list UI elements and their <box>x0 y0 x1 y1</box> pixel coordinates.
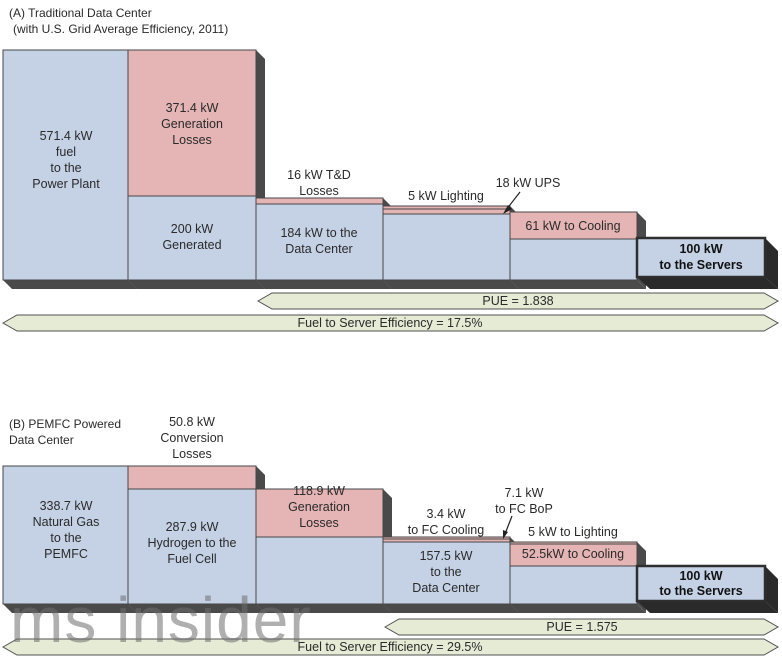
svg-text:to the Servers: to the Servers <box>659 258 742 272</box>
svg-text:to the Servers: to the Servers <box>659 584 742 598</box>
panel-b: (B) PEMFC Powered Data Center <box>1 415 780 656</box>
panel-b-pue-arrow: PUE = 1.575 <box>383 618 780 636</box>
svg-text:to FC Cooling: to FC Cooling <box>408 523 484 537</box>
panel-a-td-block <box>255 197 392 289</box>
svg-text:PUE = 1.575: PUE = 1.575 <box>546 620 617 634</box>
svg-text:338.7 kW: 338.7 kW <box>40 499 93 513</box>
panel-a-ups-label: 18 kW UPS <box>496 176 561 190</box>
svg-text:to the: to the <box>50 161 81 175</box>
svg-text:Generated: Generated <box>162 238 221 252</box>
panel-a-pue-arrow: PUE = 1.838 <box>256 292 780 310</box>
svg-text:100 kW: 100 kW <box>679 242 722 256</box>
svg-text:Data Center: Data Center <box>412 581 479 595</box>
svg-text:PUE = 1.838: PUE = 1.838 <box>482 294 553 308</box>
panel-a-generation-block <box>127 49 265 289</box>
panel-b-fc-cooling-label: 3.4 kW to FC Cooling <box>408 507 484 537</box>
panel-a-servers-block <box>635 236 778 289</box>
panel-a-lighting-label: 5 kW Lighting <box>408 189 484 203</box>
panel-a-generated-label: 200 kW Generated <box>162 222 221 252</box>
panel-a-generation-losses-label: 371.4 kW Generation Losses <box>161 101 223 147</box>
panel-b-efficiency-arrow: Fuel to Server Efficiency = 29.5% <box>1 638 780 656</box>
svg-text:118.9 kW: 118.9 kW <box>293 484 345 498</box>
panel-a-efficiency-arrow: Fuel to Server Efficiency = 17.5% <box>1 314 780 332</box>
svg-text:Natural Gas: Natural Gas <box>33 515 100 529</box>
panel-b-cooling-block <box>509 541 646 613</box>
svg-text:to FC BoP: to FC BoP <box>495 502 553 516</box>
svg-text:to the: to the <box>50 531 81 545</box>
panel-b-natural-gas-label: 338.7 kW Natural Gas to the PEMFC <box>33 499 100 561</box>
panel-b-conversion-losses-label: 50.8 kW Conversion Losses <box>160 415 223 461</box>
panel-a-facility-block <box>382 205 519 289</box>
svg-text:200 kW: 200 kW <box>171 222 214 236</box>
svg-text:Fuel to Server Efficiency = 17: Fuel to Server Efficiency = 17.5% <box>298 316 483 330</box>
panel-b-datacenter-label: 157.5 kW to the Data Center <box>412 549 479 595</box>
panel-a: (A) Traditional Data Center (with U.S. G… <box>1 6 780 332</box>
panel-b-fc-bop-label: 7.1 kW to FC BoP <box>495 486 553 516</box>
svg-text:Losses: Losses <box>172 447 212 461</box>
svg-text:16 kW T&D: 16 kW T&D <box>287 168 351 182</box>
svg-text:Generation: Generation <box>161 117 223 131</box>
panel-a-title-line2: (with U.S. Grid Average Efficiency, 2011… <box>13 22 228 36</box>
panel-a-cooling-label: 61 kW to Cooling <box>525 219 620 233</box>
svg-text:Losses: Losses <box>299 184 339 198</box>
svg-text:fuel: fuel <box>56 145 76 159</box>
svg-text:Data Center: Data Center <box>285 242 352 256</box>
svg-text:Fuel Cell: Fuel Cell <box>167 552 216 566</box>
svg-text:to the: to the <box>430 565 461 579</box>
svg-text:3.4 kW: 3.4 kW <box>427 507 466 521</box>
panel-b-generation-block <box>255 488 392 613</box>
svg-text:50.8 kW: 50.8 kW <box>169 415 215 429</box>
svg-text:371.4 kW: 371.4 kW <box>166 101 219 115</box>
svg-text:Generation: Generation <box>288 500 350 514</box>
panel-a-td-losses-label: 16 kW T&D Losses <box>287 168 351 198</box>
panel-b-title-line1: (B) PEMFC Powered <box>9 417 121 431</box>
svg-text:PEMFC: PEMFC <box>44 547 88 561</box>
svg-text:100 kW: 100 kW <box>679 569 722 583</box>
svg-text:Conversion: Conversion <box>160 431 223 445</box>
panel-a-ups-arrow <box>503 191 521 214</box>
svg-text:Losses: Losses <box>172 133 212 147</box>
svg-text:Fuel to Server Efficiency = 29: Fuel to Server Efficiency = 29.5% <box>298 640 483 654</box>
svg-text:571.4 kW: 571.4 kW <box>40 129 93 143</box>
svg-text:Power Plant: Power Plant <box>32 177 100 191</box>
panel-a-servers-label: 100 kW to the Servers <box>659 242 742 272</box>
panel-a-cooling-block <box>509 211 646 289</box>
svg-text:287.9 kW: 287.9 kW <box>166 520 219 534</box>
svg-text:157.5 kW: 157.5 kW <box>420 549 473 563</box>
panel-a-fuel-label: 571.4 kW fuel to the Power Plant <box>32 129 100 191</box>
panel-b-title-line2: Data Center <box>9 433 74 447</box>
svg-text:7.1 kW: 7.1 kW <box>505 486 544 500</box>
panel-b-bop-arrow <box>503 515 513 539</box>
panel-a-datacenter-label: 184 kW to the Data Center <box>280 226 357 256</box>
panel-b-hydrogen-label: 287.9 kW Hydrogen to the Fuel Cell <box>148 520 237 566</box>
panel-b-cooling-label: 52.5kW to Cooling <box>522 547 624 561</box>
panel-b-lighting-label: 5 kW to Lighting <box>528 525 618 539</box>
panel-a-title-line1: (A) Traditional Data Center <box>9 6 152 20</box>
panel-b-generation-losses-label: 118.9 kW Generation Losses <box>288 484 350 530</box>
watermark-text: ms insider <box>10 584 312 656</box>
panel-a-fuel-block <box>2 49 137 289</box>
svg-text:Hydrogen to the: Hydrogen to the <box>148 536 237 550</box>
svg-text:184 kW to the: 184 kW to the <box>280 226 357 240</box>
panel-b-servers-label: 100 kW to the Servers <box>659 569 742 598</box>
panel-b-servers-block <box>635 564 778 613</box>
svg-text:Losses: Losses <box>299 516 339 530</box>
